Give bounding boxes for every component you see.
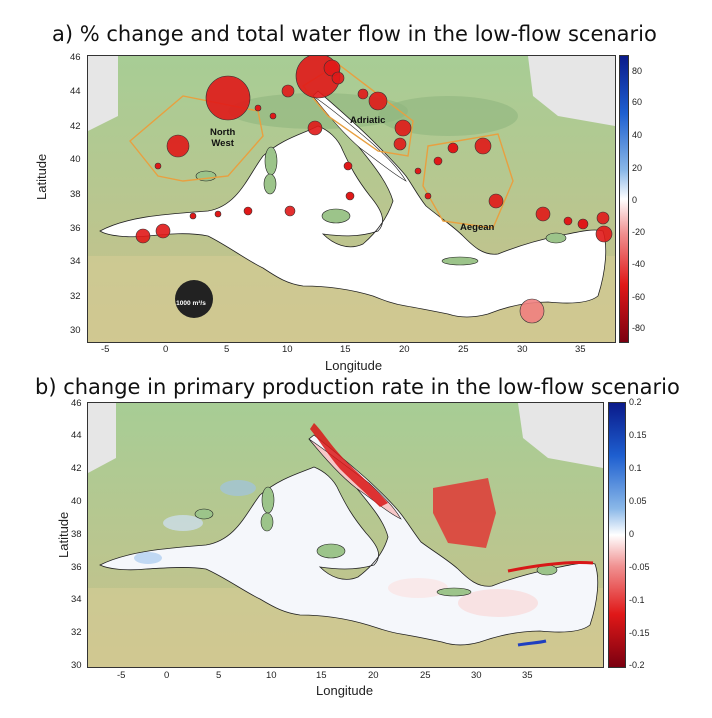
panel-b-colorbar-tick: 0.2	[629, 397, 642, 407]
panel-b-map	[87, 402, 604, 668]
region-label-north-west: North West	[210, 127, 236, 149]
region-outline-north-west	[129, 95, 264, 182]
panel-a-xlabel: Longitude	[325, 358, 383, 373]
panel-a-xtick: 5	[224, 344, 230, 355]
panel-a-ylabel: Latitude	[34, 153, 49, 200]
panel-a-ytick: 40	[70, 154, 81, 165]
panel-b-ytick: 42	[71, 463, 82, 474]
panel-a-ytick: 44	[70, 86, 81, 97]
panel-a-ytick: 46	[70, 52, 81, 63]
region-label-adriatic: Adriatic	[350, 115, 386, 126]
panel-b-ytick: 46	[71, 398, 82, 409]
panel-a-colorbar-tick: 0	[632, 195, 638, 205]
panel-b-ytick: 34	[71, 594, 82, 605]
panel-b-xtick: 0	[164, 670, 170, 681]
aegean-decrease-area	[433, 478, 496, 548]
panel-a-xtick: 20	[399, 344, 410, 355]
river-circles	[135, 56, 613, 324]
panel-b-colorbar-tick: -0.2	[629, 660, 645, 670]
panel-a-colorbar-tick: 60	[632, 97, 643, 107]
panel-b-colorbar-tick: 0.05	[629, 496, 647, 506]
panel-b-xtick: 30	[471, 670, 482, 681]
panel-b-colorbar-tick: -0.05	[629, 562, 650, 572]
panel-b-colorbar-tick: 0.1	[629, 463, 642, 473]
panel-a-ytick: 34	[70, 256, 81, 267]
panel-b-colorbar-tick: -0.1	[629, 595, 645, 605]
panel-b-ytick: 30	[71, 660, 82, 671]
panel-a-xtick: 35	[575, 344, 586, 355]
panel-a-ytick: 36	[70, 223, 81, 234]
panel-b-xtick: 10	[266, 670, 277, 681]
panel-a-colorbar-tick: -60	[632, 292, 646, 302]
panel-b-xtick: 25	[420, 670, 431, 681]
panel-b-ytick: 32	[71, 627, 82, 638]
panel-b-colorbar-tick: -0.15	[629, 628, 650, 638]
region-label-aegean: Aegean	[460, 222, 495, 233]
panel-a-xtick: -5	[101, 344, 110, 355]
panel-b-colorbar-tick: 0	[629, 529, 635, 539]
region-outline-aegean	[422, 133, 514, 229]
river-circle-rhone	[205, 75, 251, 121]
panel-b-xtick: -5	[117, 670, 126, 681]
panel-a-colorbar-tick: -20	[632, 227, 646, 237]
panel-a-xtick: 0	[163, 344, 169, 355]
panel-a-ytick: 30	[70, 325, 81, 336]
panel-a-colorbar-tick: -40	[632, 259, 646, 269]
panel-b-xlabel: Longitude	[316, 683, 374, 698]
adriatic-decrease-band	[310, 423, 388, 507]
panel-a-colorbar	[619, 55, 629, 343]
panel-a-colorbar-tick: 20	[632, 163, 643, 173]
river-circle-nile	[519, 298, 545, 324]
panel-b-xtick: 5	[216, 670, 222, 681]
panel-a-title: a) % change and total water flow in the …	[52, 22, 657, 46]
flow-legend-label: 1000 m³/s	[176, 299, 206, 307]
panel-b-title: b) change in primary production rate in …	[35, 375, 680, 399]
panel-a-map-svg	[88, 56, 615, 342]
panel-b-xtick: 15	[316, 670, 327, 681]
panel-b-colorbar-tick: 0.15	[629, 430, 647, 440]
panel-a-xtick: 10	[282, 344, 293, 355]
panel-a-colorbar-tick: -80	[632, 323, 646, 333]
panel-a-colorbar-tick: 80	[632, 66, 643, 76]
panel-b-ytick: 36	[71, 562, 82, 573]
panel-b-xtick: 20	[368, 670, 379, 681]
panel-b-map-svg	[88, 403, 603, 667]
panel-b-ytick: 44	[71, 430, 82, 441]
panel-a-colorbar-tick: 40	[632, 130, 643, 140]
panel-a-xtick: 15	[340, 344, 351, 355]
panel-b-ylabel: Latitude	[56, 511, 71, 558]
panel-a-ytick: 38	[70, 189, 81, 200]
river-circle-ebro	[166, 134, 190, 158]
panel-b-ytick: 38	[71, 529, 82, 540]
panel-a-xtick: 30	[517, 344, 528, 355]
panel-b-ytick: 40	[71, 496, 82, 507]
panel-a-map	[87, 55, 616, 343]
panel-a-xtick: 25	[458, 344, 469, 355]
mediterranean-sea	[99, 90, 607, 318]
panel-b-colorbar	[608, 402, 626, 668]
panel-a-ytick: 42	[70, 121, 81, 132]
panel-a-ytick: 32	[70, 291, 81, 302]
panel-b-xtick: 35	[522, 670, 533, 681]
flow-legend-circle	[175, 280, 213, 318]
